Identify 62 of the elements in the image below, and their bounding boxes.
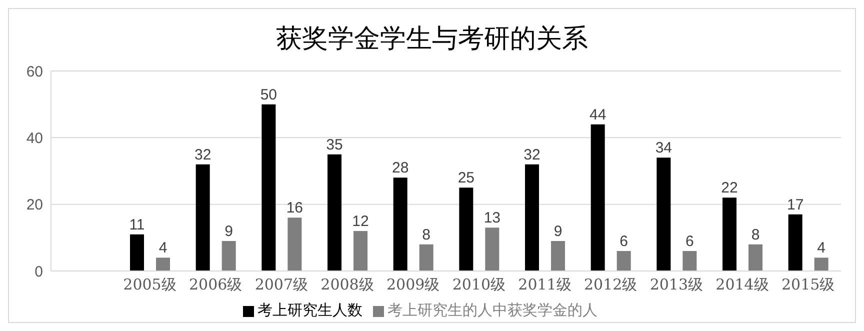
data-label: 9 xyxy=(554,223,562,240)
chart-title: 获奖学金学生与考研的关系 xyxy=(275,23,589,55)
data-label: 6 xyxy=(620,233,628,250)
legend-label: 考上研究生的人中获奖学金的人 xyxy=(388,302,598,319)
bar xyxy=(354,231,368,271)
x-tick-label: 2010级 xyxy=(452,276,506,294)
bar xyxy=(196,164,210,271)
data-label: 4 xyxy=(158,240,168,257)
data-label: 8 xyxy=(751,226,760,244)
data-label: 44 xyxy=(589,106,606,124)
bar xyxy=(156,258,170,271)
data-label: 12 xyxy=(352,213,369,230)
bar xyxy=(393,178,408,271)
x-tick-label: 2008级 xyxy=(320,276,374,294)
bar xyxy=(551,241,565,271)
y-tick-label: 20 xyxy=(26,196,43,214)
bar xyxy=(130,234,144,271)
data-label: 16 xyxy=(286,200,304,217)
y-tick-label: 40 xyxy=(26,130,43,147)
bar xyxy=(682,251,697,271)
x-tick-label: 2011级 xyxy=(518,276,572,294)
data-label: 28 xyxy=(392,160,409,177)
x-tick-label: 2012级 xyxy=(584,276,638,294)
x-tick-label: 2005级 xyxy=(123,276,176,294)
bar xyxy=(222,241,236,271)
data-label: 22 xyxy=(721,180,738,197)
data-label: 32 xyxy=(524,146,540,164)
y-tick-label: 0 xyxy=(34,263,43,280)
x-tick-label: 2006级 xyxy=(188,276,242,294)
data-label: 11 xyxy=(129,216,145,234)
x-tick-label: 2009级 xyxy=(386,276,440,294)
y-tick-label: 60 xyxy=(26,63,43,80)
data-label: 50 xyxy=(260,86,278,104)
data-label: 6 xyxy=(685,233,694,250)
bar xyxy=(656,158,671,271)
bar xyxy=(814,258,828,271)
bar xyxy=(328,154,342,271)
bar xyxy=(419,244,434,271)
x-tick-label: 2014级 xyxy=(716,276,769,294)
bar xyxy=(748,244,762,271)
bar xyxy=(788,214,802,271)
bar xyxy=(262,104,276,271)
data-label: 4 xyxy=(817,240,826,257)
bar xyxy=(616,251,631,271)
bar xyxy=(485,228,500,271)
legend-label: 考上研究生人数 xyxy=(258,302,362,319)
data-label: 25 xyxy=(458,170,475,187)
bar xyxy=(590,124,605,271)
x-tick-label: 2007级 xyxy=(254,276,308,294)
data-label: 34 xyxy=(655,140,672,157)
data-label: 13 xyxy=(484,210,501,227)
x-tick-label: 2015级 xyxy=(781,276,835,294)
data-label: 8 xyxy=(422,226,431,244)
x-tick-label: 2013级 xyxy=(650,276,704,294)
bar xyxy=(722,198,736,271)
data-label: 9 xyxy=(224,223,234,240)
data-label: 17 xyxy=(786,196,804,214)
data-label: 35 xyxy=(326,136,343,154)
bar xyxy=(525,164,539,271)
data-label: 32 xyxy=(194,146,212,164)
bar xyxy=(459,188,474,271)
bar xyxy=(288,218,302,271)
